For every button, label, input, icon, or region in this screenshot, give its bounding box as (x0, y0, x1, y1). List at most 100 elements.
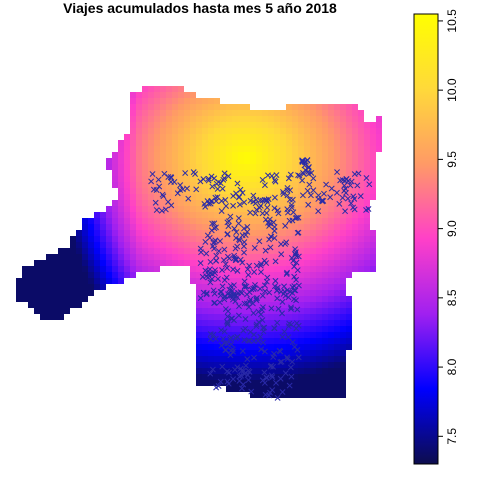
trip-point (230, 202, 237, 209)
heatmap-cell (214, 290, 220, 296)
heatmap-cell (196, 146, 202, 152)
heatmap-cell (310, 386, 316, 392)
heatmap-cell (358, 218, 364, 224)
heatmap-cell (40, 284, 46, 290)
trip-point (238, 385, 245, 392)
heatmap-cell (274, 128, 280, 134)
trip-point (250, 285, 257, 292)
heatmap-cell (238, 224, 244, 230)
heatmap-cell (220, 116, 226, 122)
heatmap-cell (148, 194, 154, 200)
trip-point (242, 325, 249, 332)
heatmap-cell (190, 254, 196, 260)
heatmap-cell (238, 308, 244, 314)
heatmap-cell (226, 158, 232, 164)
heatmap-cell (352, 212, 358, 218)
trip-point (301, 162, 308, 169)
heatmap-cell (322, 152, 328, 158)
heatmap-cell (202, 302, 208, 308)
heatmap-cell (340, 350, 346, 356)
heatmap-cell (244, 374, 250, 380)
trip-point (293, 320, 300, 327)
heatmap-cell (256, 272, 262, 278)
heatmap-cell (196, 122, 202, 128)
trip-point (259, 317, 266, 324)
heatmap-cell (178, 146, 184, 152)
heatmap-cell (94, 284, 100, 290)
heatmap-cell (118, 212, 124, 218)
heatmap-cell (214, 314, 220, 320)
heatmap-cell (292, 176, 298, 182)
heatmap-cell (346, 266, 352, 272)
heatmap-cell (322, 260, 328, 266)
heatmap-cell (52, 308, 58, 314)
heatmap-cell (340, 224, 346, 230)
heatmap-cell (370, 248, 376, 254)
heatmap-cell (304, 230, 310, 236)
heatmap-cell (154, 182, 160, 188)
heatmap-cell (292, 104, 298, 110)
heatmap-cell (310, 170, 316, 176)
heatmap-cell (130, 218, 136, 224)
heatmap-cell (268, 290, 274, 296)
heatmap-cell (298, 374, 304, 380)
heatmap-cell (154, 260, 160, 266)
heatmap-cell (268, 116, 274, 122)
heatmap-cell (196, 338, 202, 344)
heatmap-cell (202, 236, 208, 242)
heatmap-cell (226, 146, 232, 152)
heatmap-cell (172, 152, 178, 158)
heatmap-cell (136, 116, 142, 122)
heatmap-cell (118, 254, 124, 260)
heatmap-cell (190, 272, 196, 278)
heatmap-cell (352, 116, 358, 122)
heatmap-cell (334, 236, 340, 242)
heatmap-cell (148, 218, 154, 224)
trip-point (243, 283, 250, 290)
heatmap-cell (130, 170, 136, 176)
heatmap-cell (184, 158, 190, 164)
heatmap-cell (148, 266, 154, 272)
heatmap-cell (196, 332, 202, 338)
trip-point (242, 232, 249, 238)
heatmap-cell (160, 188, 166, 194)
heatmap-cell (286, 206, 292, 212)
heatmap-cell (118, 194, 124, 200)
heatmap-cell (250, 254, 256, 260)
heatmap-cell (328, 386, 334, 392)
heatmap-cell (184, 236, 190, 242)
trip-point (267, 220, 274, 227)
trip-point (284, 356, 291, 362)
trip-point (161, 170, 168, 177)
heatmap-cell (46, 272, 52, 278)
heatmap-cell (292, 116, 298, 122)
trip-point (258, 269, 264, 275)
heatmap-cell (370, 128, 376, 134)
heatmap-cell (376, 122, 382, 128)
heatmap-cell (334, 128, 340, 134)
heatmap-cell (40, 278, 46, 284)
heatmap-cell (178, 152, 184, 158)
trip-point (277, 375, 284, 382)
heatmap-cell (346, 152, 352, 158)
heatmap-cell (286, 260, 292, 266)
heatmap-cell (214, 380, 220, 386)
heatmap-cell (256, 248, 262, 254)
trip-point (284, 287, 291, 294)
heatmap-cell (334, 278, 340, 284)
heatmap-cell (262, 344, 268, 350)
heatmap-cell (364, 260, 370, 266)
heatmap-cell (184, 254, 190, 260)
heatmap-cell (220, 296, 226, 302)
trip-point (237, 186, 244, 193)
heatmap-cell (334, 194, 340, 200)
heatmap-cell (334, 218, 340, 224)
trip-point (251, 284, 258, 291)
heatmap-cell (88, 254, 94, 260)
heatmap-cell (88, 290, 94, 296)
heatmap-cell (106, 248, 112, 254)
heatmap-cell (88, 248, 94, 254)
heatmap-cell (310, 332, 316, 338)
heatmap-cell (322, 218, 328, 224)
trip-point (200, 289, 207, 296)
